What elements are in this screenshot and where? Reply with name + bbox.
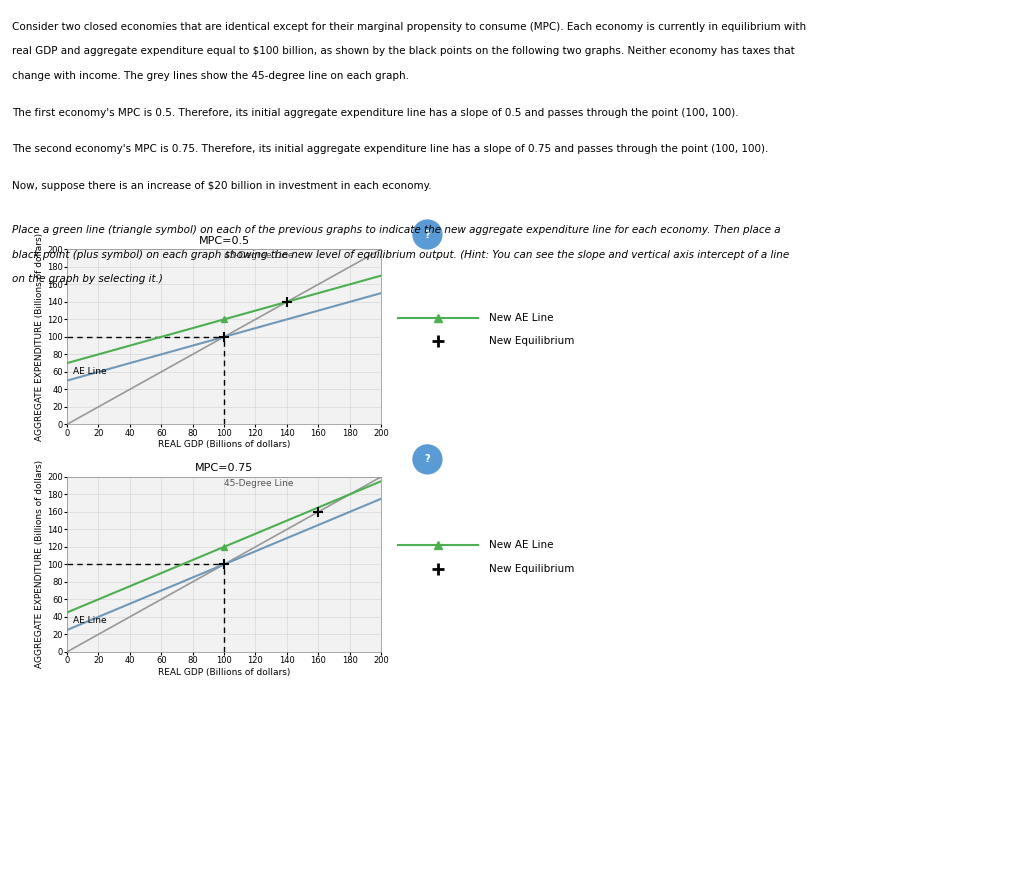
Text: Now, suppose there is an increase of $20 billion in investment in each economy.: Now, suppose there is an increase of $20…: [12, 181, 432, 191]
Text: AE Line: AE Line: [73, 616, 107, 625]
Text: AE Line: AE Line: [73, 368, 107, 376]
Text: 45-Degree Line: 45-Degree Line: [225, 479, 294, 487]
Text: real GDP and aggregate expenditure equal to $100 billion, as shown by the black : real GDP and aggregate expenditure equal…: [12, 46, 795, 56]
Y-axis label: AGGREGATE EXPENDITURE (Billions of dollars): AGGREGATE EXPENDITURE (Billions of dolla…: [35, 460, 44, 668]
Text: The first economy's MPC is 0.5. Therefore, its initial aggregate expenditure lin: The first economy's MPC is 0.5. Therefor…: [12, 108, 739, 117]
Text: black point (plus symbol) on each graph showing the new level of equilibrium out: black point (plus symbol) on each graph …: [12, 249, 790, 260]
Title: MPC=0.5: MPC=0.5: [199, 236, 249, 246]
Title: MPC=0.75: MPC=0.75: [195, 464, 253, 473]
Text: New AE Line: New AE Line: [489, 540, 554, 550]
Text: The second economy's MPC is 0.75. Therefore, its initial aggregate expenditure l: The second economy's MPC is 0.75. Theref…: [12, 144, 768, 154]
Text: ?: ?: [424, 454, 431, 465]
Text: New AE Line: New AE Line: [489, 312, 554, 323]
Text: New Equilibrium: New Equilibrium: [489, 336, 575, 346]
Circle shape: [413, 220, 442, 249]
X-axis label: REAL GDP (Billions of dollars): REAL GDP (Billions of dollars): [158, 668, 290, 677]
Circle shape: [413, 444, 442, 474]
Y-axis label: AGGREGATE EXPENDITURE (Billions of dollars): AGGREGATE EXPENDITURE (Billions of dolla…: [35, 233, 44, 441]
Text: on the graph by selecting it.): on the graph by selecting it.): [12, 274, 163, 284]
Text: New Equilibrium: New Equilibrium: [489, 564, 575, 574]
X-axis label: REAL GDP (Billions of dollars): REAL GDP (Billions of dollars): [158, 440, 290, 450]
Text: Consider two closed economies that are identical except for their marginal prope: Consider two closed economies that are i…: [12, 22, 806, 31]
Text: Place a green line (triangle symbol) on each of the previous graphs to indicate : Place a green line (triangle symbol) on …: [12, 225, 781, 235]
Text: 45-Degree Line: 45-Degree Line: [225, 251, 294, 260]
Text: ?: ?: [424, 229, 431, 240]
Text: change with income. The grey lines show the 45-degree line on each graph.: change with income. The grey lines show …: [12, 71, 409, 80]
